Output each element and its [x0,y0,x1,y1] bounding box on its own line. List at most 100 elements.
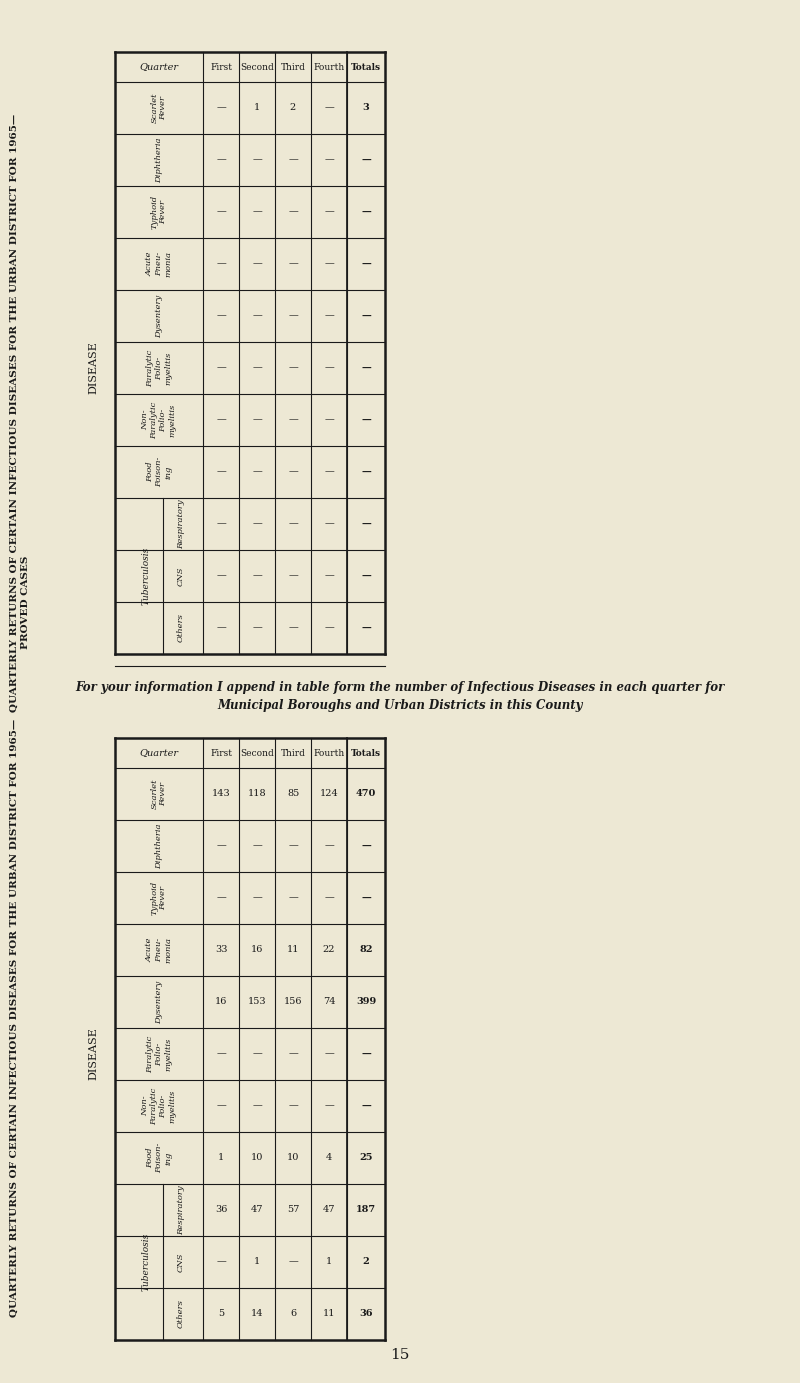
Text: Typhoid
Fever: Typhoid Fever [150,881,168,916]
Text: —: — [324,571,334,581]
Text: Food
Poison-
ing: Food Poison- ing [146,456,172,487]
Text: —: — [252,260,262,268]
Text: —: — [324,104,334,112]
Text: Diphtheria: Diphtheria [155,823,163,869]
Text: Municipal Boroughs and Urban Districts in this County: Municipal Boroughs and Urban Districts i… [218,700,582,712]
Text: —: — [288,1050,298,1058]
Text: QUARTERLY RETURNS OF CERTAIN INFECTIOUS DISEASES FOR THE URBAN DISTRICT FOR 1965: QUARTERLY RETURNS OF CERTAIN INFECTIOUS … [10,719,18,1317]
Text: 187: 187 [356,1206,376,1214]
Text: —: — [361,520,371,528]
Text: —: — [288,624,298,632]
Text: Paralytic
Polio-
myelitis: Paralytic Polio- myelitis [146,1036,172,1073]
Text: 33: 33 [214,946,227,954]
Text: 11: 11 [322,1310,335,1318]
Text: Non-
Paralytic
Polio-
myelitis: Non- Paralytic Polio- myelitis [141,401,177,438]
Text: —: — [361,311,371,321]
Text: —: — [252,207,262,217]
Text: Third: Third [281,748,306,758]
Text: 5: 5 [218,1310,224,1318]
Text: 6: 6 [290,1310,296,1318]
Text: 1: 1 [254,104,260,112]
Text: —: — [216,520,226,528]
Text: Others: Others [177,1300,185,1329]
Text: —: — [324,520,334,528]
Text: —: — [216,841,226,851]
Text: —: — [216,1050,226,1058]
Text: 1: 1 [254,1257,260,1267]
Text: 36: 36 [359,1310,373,1318]
Text: —: — [324,467,334,477]
Text: —: — [288,571,298,581]
Text: 47: 47 [322,1206,335,1214]
Text: 124: 124 [320,790,338,798]
Text: —: — [252,155,262,165]
Text: —: — [216,104,226,112]
Text: First: First [210,62,232,72]
Text: 4: 4 [326,1153,332,1163]
Text: —: — [252,571,262,581]
Text: Second: Second [240,62,274,72]
Text: CNS: CNS [177,566,185,586]
Text: Quarter: Quarter [139,62,178,72]
Text: —: — [324,624,334,632]
Text: 399: 399 [356,997,376,1007]
Text: 2: 2 [362,1257,370,1267]
Text: —: — [216,571,226,581]
Text: —: — [216,155,226,165]
Text: Dysentery: Dysentery [155,981,163,1023]
Text: —: — [216,893,226,903]
Text: —: — [252,311,262,321]
Text: —: — [361,1050,371,1058]
Text: Fourth: Fourth [314,62,345,72]
Text: 85: 85 [287,790,299,798]
Text: QUARTERLY RETURNS OF CERTAIN INFECTIOUS DISEASES FOR THE URBAN DISTRICT FOR 1965: QUARTERLY RETURNS OF CERTAIN INFECTIOUS … [10,113,18,712]
Text: —: — [324,311,334,321]
Text: 47: 47 [250,1206,263,1214]
Text: —: — [288,841,298,851]
Text: —: — [216,207,226,217]
Text: —: — [288,311,298,321]
Text: 14: 14 [250,1310,263,1318]
Text: Second: Second [240,748,274,758]
Text: —: — [361,841,371,851]
Text: —: — [324,893,334,903]
Text: Respiratory: Respiratory [177,499,185,549]
Text: PROVED CASES: PROVED CASES [22,556,30,649]
Text: —: — [288,364,298,372]
Text: Others: Others [177,614,185,643]
Text: —: — [288,1257,298,1267]
Text: 82: 82 [359,946,373,954]
Text: —: — [252,1050,262,1058]
Text: —: — [324,1050,334,1058]
Text: Food
Poison-
ing: Food Poison- ing [146,1142,172,1173]
Text: 22: 22 [322,946,335,954]
Text: Scarlet
Fever: Scarlet Fever [150,93,168,123]
Text: 153: 153 [248,997,266,1007]
Text: —: — [252,415,262,425]
Text: Respiratory: Respiratory [177,1185,185,1235]
Text: Totals: Totals [351,748,381,758]
Text: —: — [252,893,262,903]
Text: Non-
Paralytic
Polio-
myelitis: Non- Paralytic Polio- myelitis [141,1087,177,1124]
Text: —: — [288,260,298,268]
Text: —: — [216,415,226,425]
Text: —: — [216,1101,226,1111]
Text: Paralytic
Polio-
myelitis: Paralytic Polio- myelitis [146,350,172,387]
Text: Tuberculosis: Tuberculosis [142,1232,150,1292]
Text: 74: 74 [322,997,335,1007]
Text: —: — [361,364,371,372]
Text: —: — [361,624,371,632]
Text: First: First [210,748,232,758]
Text: 1: 1 [218,1153,224,1163]
Text: —: — [288,207,298,217]
Text: —: — [216,260,226,268]
Text: —: — [252,1101,262,1111]
Text: Acute
Pneu-
monia: Acute Pneu- monia [146,250,172,277]
Text: —: — [252,520,262,528]
Text: Quarter: Quarter [139,748,178,758]
Text: —: — [324,364,334,372]
Text: Dysentery: Dysentery [155,295,163,337]
Text: —: — [361,415,371,425]
Text: —: — [361,893,371,903]
Text: —: — [324,207,334,217]
